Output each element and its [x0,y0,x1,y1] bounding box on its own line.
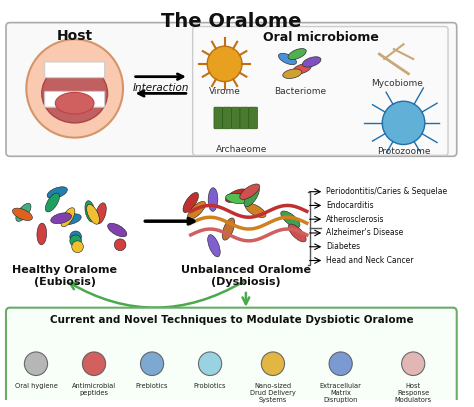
Circle shape [24,352,47,376]
FancyBboxPatch shape [45,92,105,107]
Ellipse shape [37,223,46,245]
Ellipse shape [208,235,220,257]
Circle shape [207,46,242,81]
Text: Extracellular
Matrix
Disruption: Extracellular Matrix Disruption [320,383,362,403]
Ellipse shape [222,218,235,240]
FancyBboxPatch shape [6,308,457,404]
Ellipse shape [281,211,300,228]
Ellipse shape [60,214,81,225]
Ellipse shape [283,68,301,79]
Text: Oral hygiene: Oral hygiene [15,383,57,389]
Ellipse shape [183,193,199,212]
Ellipse shape [108,223,127,237]
FancyBboxPatch shape [214,107,223,129]
FancyBboxPatch shape [45,62,105,78]
Ellipse shape [288,224,306,242]
Ellipse shape [12,208,32,221]
Ellipse shape [303,56,320,68]
FancyBboxPatch shape [240,107,249,129]
Ellipse shape [288,50,307,59]
Circle shape [261,352,284,376]
Text: Nano-sized
Drud Delivery
Systems: Nano-sized Drud Delivery Systems [250,383,296,403]
Circle shape [82,352,106,376]
Text: Oral microbiome: Oral microbiome [264,31,379,44]
Circle shape [70,235,82,247]
Text: Virome: Virome [209,88,240,96]
Text: Antimicrobial
peptides: Antimicrobial peptides [72,383,116,396]
Ellipse shape [55,92,94,114]
FancyBboxPatch shape [249,107,257,129]
Text: The Oralome: The Oralome [161,12,301,31]
Circle shape [114,239,126,251]
Circle shape [329,352,352,376]
Text: Host
Response
Modulators: Host Response Modulators [395,383,432,403]
Ellipse shape [16,203,31,221]
Text: Host: Host [56,29,93,44]
Ellipse shape [87,204,100,224]
Text: Head and Neck Cancer: Head and Neck Cancer [326,256,414,265]
Text: Diabetes: Diabetes [326,242,360,251]
Text: Endocarditis: Endocarditis [326,201,374,210]
Text: Interaction: Interaction [133,83,189,92]
Ellipse shape [61,208,75,227]
Circle shape [72,241,83,253]
Circle shape [140,352,164,376]
Ellipse shape [245,203,266,217]
Ellipse shape [208,188,218,211]
Ellipse shape [95,203,106,224]
Text: Mycobiome: Mycobiome [371,79,423,88]
Circle shape [401,352,425,376]
Ellipse shape [226,193,249,204]
Ellipse shape [279,53,296,65]
Ellipse shape [46,193,60,212]
Text: Unbalanced Oralome
(Dysbiosis): Unbalanced Oralome (Dysbiosis) [181,265,311,287]
Text: Healthy Oralome
(Eubiosis): Healthy Oralome (Eubiosis) [12,265,118,287]
Text: Probiotics: Probiotics [194,383,226,389]
Ellipse shape [42,64,108,123]
Ellipse shape [85,201,95,222]
Circle shape [382,101,425,144]
Text: Prebiotics: Prebiotics [136,383,168,389]
Ellipse shape [226,189,247,202]
Ellipse shape [292,64,311,73]
Ellipse shape [51,213,72,224]
Circle shape [199,352,222,376]
Text: Bacteriome: Bacteriome [274,88,326,96]
Ellipse shape [244,186,259,207]
FancyArrowPatch shape [243,293,249,304]
Text: Periodontitis/Caries & Sequelae: Periodontitis/Caries & Sequelae [326,187,447,196]
Ellipse shape [240,184,260,199]
Ellipse shape [26,39,123,138]
FancyBboxPatch shape [6,23,457,156]
Ellipse shape [188,201,206,219]
Text: Atherosclerosis: Atherosclerosis [326,215,385,224]
FancyBboxPatch shape [231,107,240,129]
Text: Archaeome: Archaeome [216,145,268,155]
Text: Alzheimer's Disease: Alzheimer's Disease [326,228,403,237]
FancyBboxPatch shape [192,26,448,155]
Text: Current and Novel Techniques to Modulate Dysbiotic Oralome: Current and Novel Techniques to Modulate… [50,315,413,324]
Ellipse shape [47,187,67,199]
Text: Protozoome: Protozoome [377,147,430,156]
FancyBboxPatch shape [223,107,231,129]
Circle shape [70,231,82,243]
FancyArrowPatch shape [70,282,244,308]
